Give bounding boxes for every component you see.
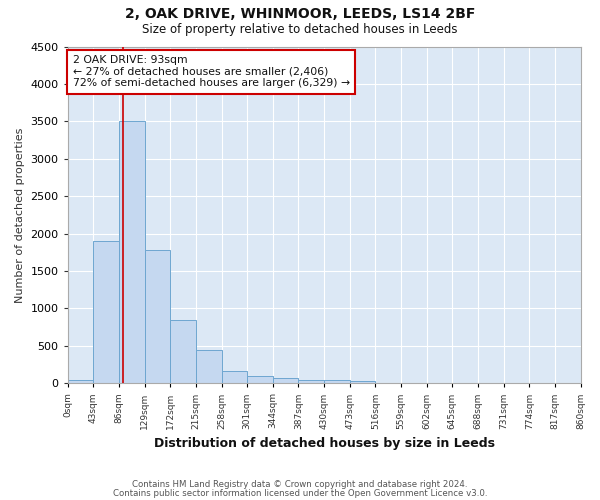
Bar <box>221 370 247 384</box>
Bar <box>324 380 350 384</box>
Bar <box>119 122 145 384</box>
Text: Size of property relative to detached houses in Leeds: Size of property relative to detached ho… <box>142 22 458 36</box>
Bar <box>145 250 170 384</box>
X-axis label: Distribution of detached houses by size in Leeds: Distribution of detached houses by size … <box>154 437 494 450</box>
Text: Contains public sector information licensed under the Open Government Licence v3: Contains public sector information licen… <box>113 490 487 498</box>
Bar <box>94 241 119 384</box>
Bar <box>298 380 324 384</box>
Bar <box>273 378 298 384</box>
Text: 2, OAK DRIVE, WHINMOOR, LEEDS, LS14 2BF: 2, OAK DRIVE, WHINMOOR, LEEDS, LS14 2BF <box>125 8 475 22</box>
Text: Contains HM Land Registry data © Crown copyright and database right 2024.: Contains HM Land Registry data © Crown c… <box>132 480 468 489</box>
Bar <box>196 350 221 384</box>
Bar <box>247 376 273 384</box>
Y-axis label: Number of detached properties: Number of detached properties <box>15 127 25 302</box>
Bar <box>68 380 94 384</box>
Bar <box>170 320 196 384</box>
Bar <box>350 381 376 384</box>
Text: 2 OAK DRIVE: 93sqm
← 27% of detached houses are smaller (2,406)
72% of semi-deta: 2 OAK DRIVE: 93sqm ← 27% of detached hou… <box>73 55 350 88</box>
